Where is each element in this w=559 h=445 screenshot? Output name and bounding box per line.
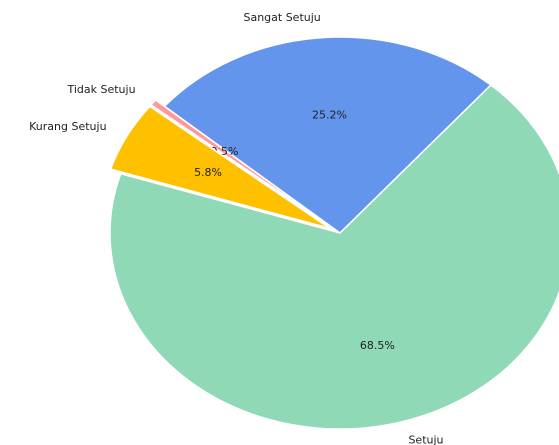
pie-slice (163, 36, 493, 234)
slice-percent: 25.2% (312, 109, 347, 122)
pie-slice (109, 84, 559, 430)
slice-percent: 68.5% (360, 339, 395, 352)
slice-label: Kurang Setuju (29, 120, 106, 133)
slice-percent: 5.8% (194, 166, 222, 179)
slice-label: Tidak Setuju (66, 83, 135, 96)
pie-slice (109, 105, 331, 230)
slice-label: Sangat Setuju (243, 11, 320, 24)
slice-label: Setuju (408, 434, 443, 445)
pie-slice (149, 99, 332, 228)
